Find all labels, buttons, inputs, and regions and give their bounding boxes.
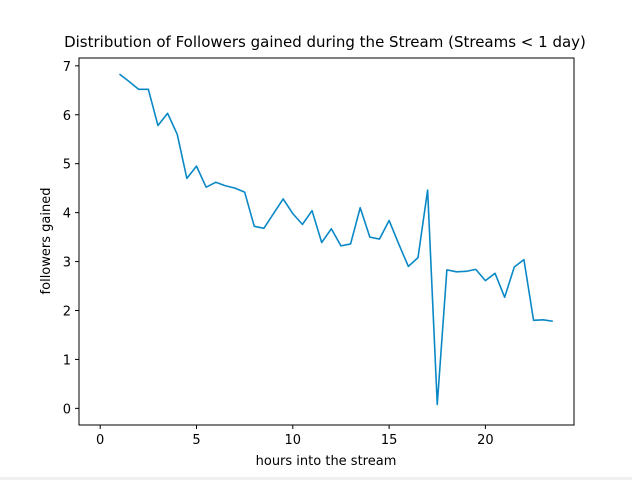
y-tick-label: 1 [63,353,71,368]
x-tick-label: 0 [96,433,104,448]
plot-area [78,57,575,426]
x-tick-label: 20 [477,433,494,448]
x-tick-label: 5 [192,433,200,448]
followers-series-line [118,73,553,406]
y-tick-label: 5 [63,158,71,173]
x-tick-label: 15 [381,433,398,448]
y-tick-label: 0 [63,402,71,417]
y-tick-label: 4 [63,207,71,222]
y-tick-label: 6 [63,109,71,124]
y-axis: 0 1 2 3 4 5 6 7 [63,60,79,417]
y-tick-label: 3 [63,256,71,271]
y-tick-label: 2 [63,304,71,319]
x-axis-label: hours into the stream [256,454,397,469]
y-tick-label: 7 [63,60,71,75]
x-tick-label: 10 [285,433,302,448]
y-axis-label: followers gained [39,188,54,295]
chart-title: Distribution of Followers gained during … [64,33,586,51]
x-axis: 0 5 10 15 20 [96,425,494,448]
bottom-strip [0,477,632,480]
